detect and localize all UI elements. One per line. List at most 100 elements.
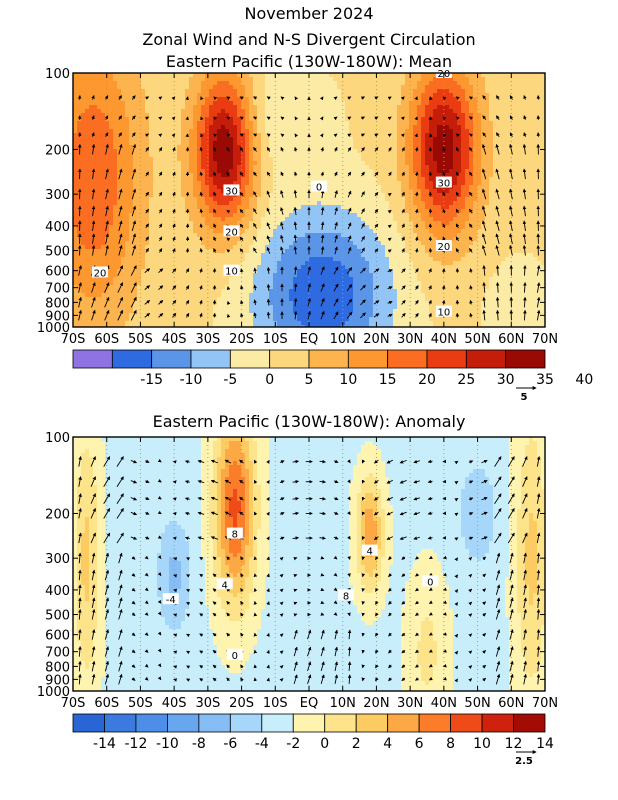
- wind-vector: [131, 556, 136, 560]
- wind-vector: [253, 573, 258, 578]
- x-tick-label: 30S: [195, 332, 220, 347]
- wind-vector: [496, 132, 500, 137]
- wind-vector: [279, 601, 284, 606]
- wind-vector: [361, 496, 366, 501]
- wind-vector: [361, 536, 366, 541]
- wind-vector: [375, 677, 379, 682]
- wind-vector: [91, 188, 96, 200]
- wind-vector: [78, 629, 82, 640]
- wind-vector: [469, 248, 473, 253]
- wind-vector: [293, 266, 298, 275]
- wind-vector: [104, 282, 110, 293]
- wind-vector: [197, 459, 205, 464]
- wind-vector: [158, 248, 163, 253]
- wind-vector: [78, 597, 82, 608]
- wind-vector: [91, 660, 96, 672]
- wind-vector: [536, 552, 541, 564]
- wind-vector: [145, 479, 150, 484]
- wind-vector: [307, 297, 312, 307]
- wind-vector: [319, 496, 327, 501]
- wind-vector: [373, 536, 379, 540]
- wind-vector: [90, 532, 96, 544]
- wind-vector: [90, 493, 96, 504]
- contour-label: 0: [427, 577, 433, 588]
- wind-vector: [468, 633, 473, 638]
- wind-vector: [90, 456, 96, 467]
- wind-vector: [144, 300, 151, 305]
- wind-vector: [401, 677, 406, 682]
- wind-vector: [118, 233, 123, 245]
- wind-vector: [388, 632, 392, 637]
- wind-vector: [536, 476, 541, 487]
- contour-label: 30: [437, 179, 450, 190]
- wind-vector: [536, 456, 541, 467]
- wind-vector: [103, 456, 111, 467]
- wind-vector: [118, 244, 123, 256]
- wind-vector: [469, 191, 473, 197]
- colorbar-cell: [229, 713, 263, 733]
- wind-vector: [104, 552, 110, 564]
- wind-vector: [226, 209, 231, 214]
- wind-vector: [415, 587, 420, 592]
- wind-vector: [91, 296, 96, 308]
- wind-vector: [361, 556, 366, 561]
- wind-vector: [104, 597, 110, 609]
- wind-vector: [307, 629, 312, 640]
- wind-vector: [144, 600, 149, 605]
- wind-vector: [347, 207, 352, 215]
- wind-vector: [373, 300, 380, 305]
- wind-vector: [172, 191, 176, 197]
- wind-vector: [253, 235, 257, 242]
- wind-vector: [414, 191, 419, 197]
- wind-vector: [536, 309, 541, 321]
- wind-vector: [388, 612, 392, 617]
- wind-vector: [118, 205, 123, 217]
- wind-vector: [226, 249, 231, 253]
- wind-vector: [319, 133, 324, 138]
- colorbar-cell: [292, 713, 326, 733]
- wind-vector: [91, 552, 96, 564]
- wind-vector: [347, 479, 351, 484]
- wind-vector: [415, 612, 420, 616]
- wind-vector: [226, 612, 231, 617]
- wind-vector: [401, 556, 406, 560]
- wind-vector: [522, 233, 527, 244]
- x-tick-label: 20N: [363, 696, 389, 711]
- wind-vector: [116, 476, 124, 487]
- wind-vector: [481, 205, 487, 217]
- wind-vector: [184, 511, 190, 516]
- wind-vector: [212, 664, 217, 669]
- wind-vector: [495, 660, 501, 672]
- wind-vector: [130, 296, 137, 308]
- wind-vector: [347, 246, 352, 254]
- wind-vector: [213, 171, 217, 177]
- wind-vector: [172, 268, 177, 273]
- wind-vector: [509, 629, 514, 640]
- wind-vector: [320, 297, 325, 307]
- wind-vector: [144, 312, 151, 318]
- wind-vector: [414, 236, 419, 241]
- wind-vector: [279, 497, 285, 501]
- wind-vector: [454, 650, 458, 655]
- wind-vector: [428, 268, 432, 273]
- wind-vector: [481, 143, 487, 155]
- wind-vector: [319, 511, 327, 516]
- wind-vector: [468, 96, 473, 100]
- colorbar-label: 20: [418, 372, 436, 388]
- wind-vector: [91, 282, 96, 293]
- y-tick-label: 900: [45, 673, 70, 688]
- colorbar-cell: [72, 713, 105, 733]
- wind-vector: [523, 608, 527, 620]
- wind-vector: [454, 633, 458, 638]
- wind-vector: [293, 310, 298, 320]
- wind-vector: [253, 536, 258, 541]
- wind-vector: [347, 629, 352, 640]
- wind-vector: [145, 459, 150, 463]
- wind-vector: [482, 296, 486, 308]
- wind-vector: [495, 629, 501, 640]
- x-tick-label: 10S: [263, 332, 288, 347]
- figure-subtitle: Zonal Wind and N-S Divergent Circulation: [142, 30, 475, 49]
- wind-vector: [320, 206, 325, 216]
- wind-vector: [481, 536, 488, 540]
- wind-vector: [280, 189, 284, 198]
